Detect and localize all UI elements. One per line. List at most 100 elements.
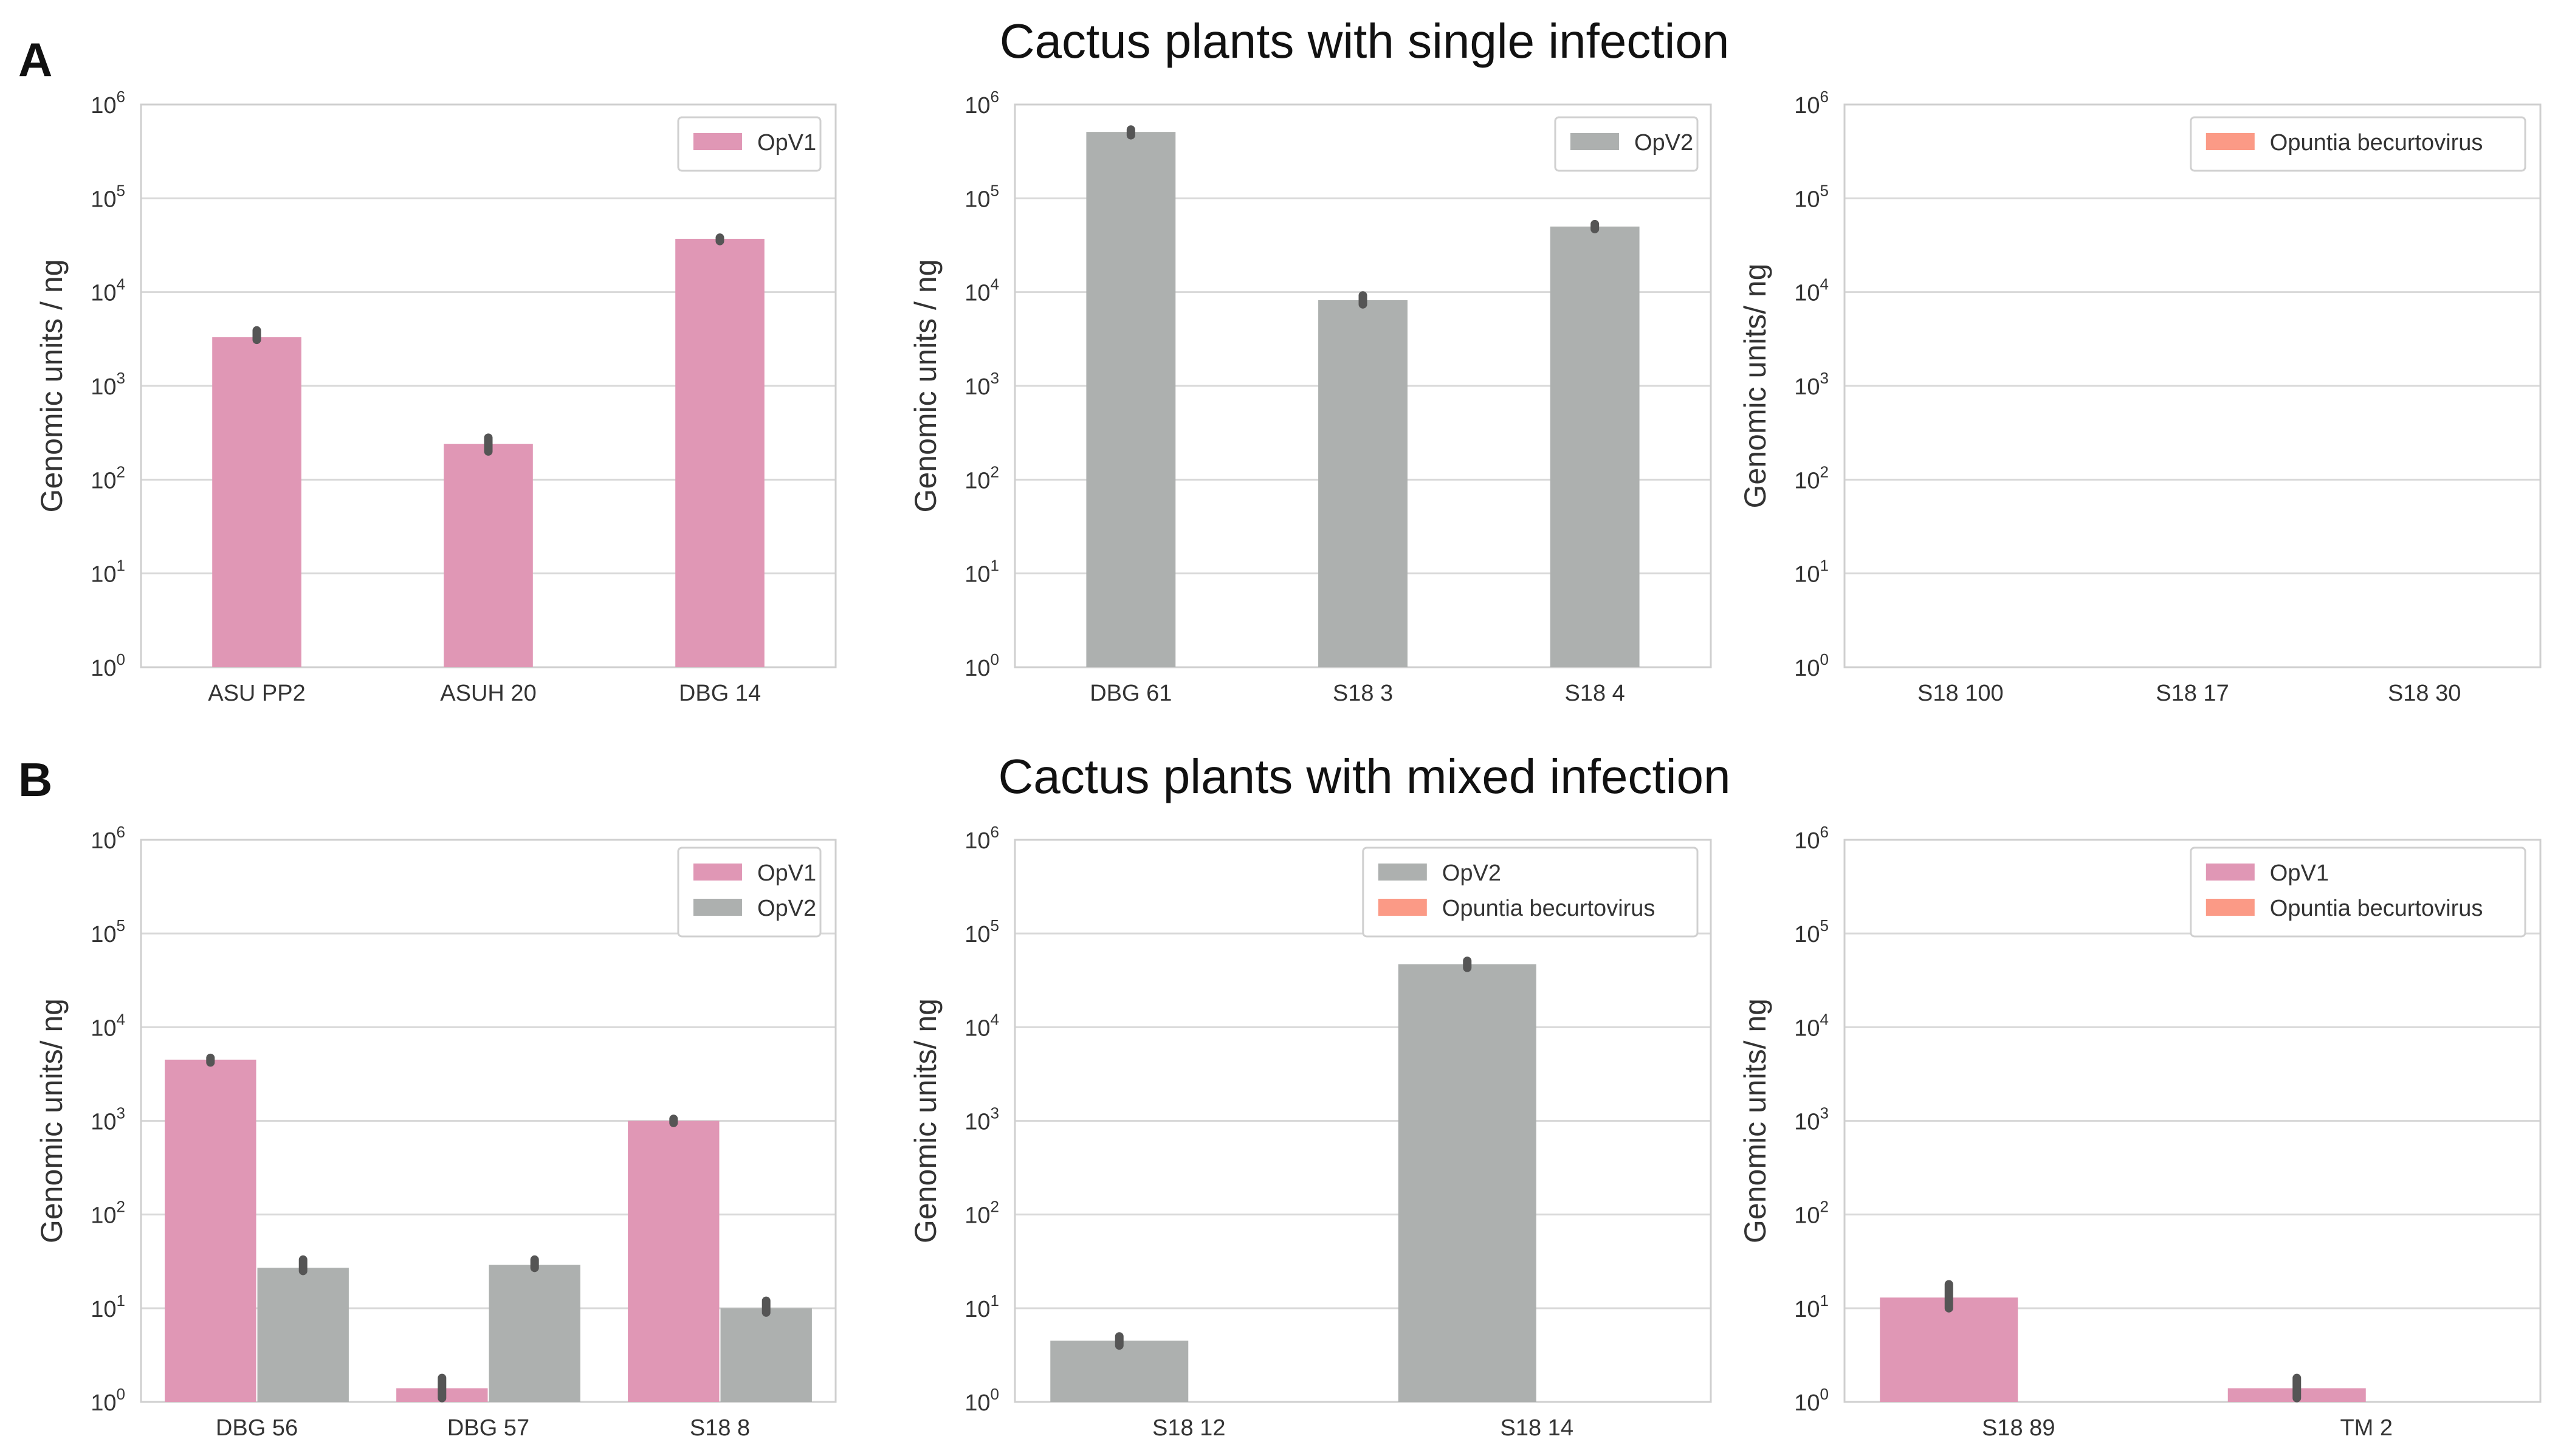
legend-swatch [2206,899,2255,916]
y-tick-label: 104 [91,1010,125,1041]
legend-swatch [693,864,742,881]
y-tick-label: 106 [964,823,999,854]
x-tick-label: S18 89 [1982,1415,2055,1441]
bar [720,1308,812,1402]
y-tick-label: 105 [964,916,999,947]
y-tick-label: 102 [964,462,999,493]
plot-frame [1843,839,2542,1403]
bar [489,1265,580,1402]
legend-swatch [1570,133,1619,150]
x-tick-label: S18 3 [1333,681,1393,706]
y-tick-label: 103 [91,369,125,400]
y-tick-label: 102 [964,1198,999,1229]
panel-label-a: A [18,33,52,86]
x-tick-label: S18 100 [1917,681,2004,706]
x-tick-label: S18 30 [2388,681,2461,706]
y-tick-label: 104 [964,1010,999,1041]
y-axis-label: Genomic units/ ng [35,998,69,1243]
legend-swatch [1378,899,1427,916]
legend-label: OpV2 [757,896,816,921]
y-axis-label: Genomic units / ng [909,259,943,513]
y-tick-label: 102 [91,462,125,493]
y-tick-label: 105 [91,916,125,947]
y-tick-label: 105 [1794,916,1829,947]
legend-label: OpV1 [757,130,816,156]
bar [1550,226,1640,667]
legend-label: Opuntia becurtovirus [2270,130,2483,156]
bar [444,444,533,667]
y-tick-label: 101 [1794,1291,1829,1322]
y-axis-label: Genomic units/ ng [1738,264,1772,509]
plot-frame [140,839,837,1403]
y-tick-label: 103 [1794,369,1829,400]
legend-swatch [693,899,742,916]
y-tick-label: 101 [964,1291,999,1322]
bar [675,238,765,667]
chart-panel-0-0: 100 101 102 103 104 105 106 Genomic units / ng A… [35,88,837,706]
y-tick-label: 105 [1794,181,1829,212]
legend-swatch [2206,864,2255,881]
legend-box [2190,116,2526,172]
legend: OpV1 Opuntia becurtovirus [2190,846,2526,938]
legend-box [2190,846,2526,938]
x-tick-label: DBG 57 [447,1415,529,1441]
legend-label: Opuntia becurtovirus [2270,896,2483,921]
x-tick-label: S18 8 [690,1415,750,1441]
y-tick-label: 104 [91,275,125,306]
y-tick-label: 104 [1794,1010,1829,1041]
legend: OpV1 OpV2 [677,846,822,938]
legend-label: OpV2 [1442,860,1501,886]
legend-box [1362,846,1699,938]
row-title-single: Cactus plants with single infection [1000,14,1730,68]
y-tick-label: 105 [91,181,125,212]
chart-panel-1-0: 100 101 102 103 104 105 106 Genomic units/ ng DB… [35,823,837,1441]
y-tick-label: 104 [1794,275,1829,306]
chart-panel-1-1: 100 101 102 103 104 105 106 Genomic units/ ng S1… [909,823,1712,1441]
y-tick-label: 101 [964,557,999,588]
y-tick-label: 103 [964,1104,999,1135]
legend-label: Opuntia becurtovirus [1442,896,1655,921]
y-axis-label: Genomic units/ ng [1738,998,1772,1243]
chart-panel-0-2: 100 101 102 103 104 105 106 Genomic units/ ng S1… [1738,88,2542,706]
x-tick-label: DBG 61 [1090,681,1172,706]
y-tick-label: 106 [91,88,125,118]
bar [1086,132,1176,668]
legend: OpV2 [1554,116,1699,172]
legend-box [677,116,822,172]
y-tick-label: 106 [964,88,999,118]
bar [257,1268,349,1402]
bar [628,1121,720,1402]
y-axis-label: Genomic units / ng [35,259,69,513]
chart-panel-0-1: 100 101 102 103 104 105 106 Genomic units / ng D… [909,88,1712,706]
x-tick-label: S18 4 [1565,681,1625,706]
y-tick-label: 100 [91,650,125,681]
bar [1050,1341,1189,1402]
chart-panel-1-2: 100 101 102 103 104 105 106 Genomic units/ ng S1… [1738,823,2542,1441]
legend-swatch [2206,133,2255,150]
legend-label: OpV1 [757,860,816,886]
x-tick-label: DBG 56 [216,1415,298,1441]
y-tick-label: 100 [1794,1385,1829,1416]
y-tick-label: 100 [1794,650,1829,681]
x-tick-label: S18 17 [2156,681,2229,706]
y-tick-label: 103 [91,1104,125,1135]
x-tick-label: DBG 14 [679,681,761,706]
legend-swatch [693,133,742,150]
bar [1398,964,1536,1402]
y-tick-label: 104 [964,275,999,306]
bar [1880,1297,2018,1402]
x-tick-label: S18 12 [1152,1415,1225,1441]
y-tick-label: 103 [964,369,999,400]
charts-layer: 100 101 102 103 104 105 106 Genomic units / ng A… [35,88,2542,1441]
legend: OpV2 Opuntia becurtovirus [1362,846,1699,938]
y-tick-label: 101 [91,1291,125,1322]
y-tick-label: 103 [1794,1104,1829,1135]
y-tick-label: 101 [1794,557,1829,588]
y-tick-label: 106 [1794,88,1829,118]
legend: Opuntia becurtovirus [2190,116,2526,172]
x-tick-label: ASU PP2 [208,681,306,706]
legend: OpV1 [677,116,822,172]
plot-frame [1014,839,1712,1403]
y-tick-label: 106 [1794,823,1829,854]
